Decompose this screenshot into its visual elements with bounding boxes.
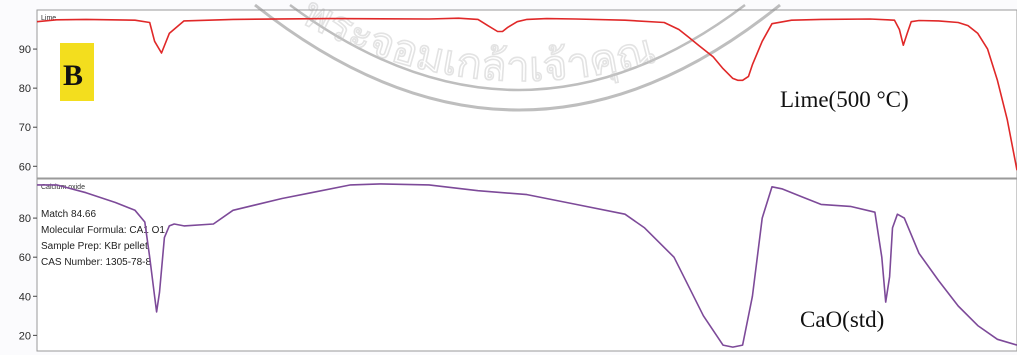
top-panel-title: Lime bbox=[41, 15, 56, 22]
cao-tick-label-60: 60 bbox=[19, 252, 31, 264]
lime-tick-label-90: 90 bbox=[19, 44, 31, 56]
info-cas-number: CAS Number: 1305-78-8 bbox=[41, 257, 151, 268]
panel-letter-highlight bbox=[60, 43, 94, 101]
bottom-y-axis: 20 40 60 80 bbox=[19, 213, 37, 342]
watermark-arc-inner bbox=[289, 3, 746, 92]
info-sample-prep: Sample Prep: KBr pellet bbox=[41, 241, 148, 252]
bottom-panel-title: Calcium oxide bbox=[41, 184, 85, 191]
lime-tick-label-60: 60 bbox=[19, 161, 31, 173]
top-panel-frame bbox=[36, 9, 1017, 179]
lime-series-label: Lime(500 °C) bbox=[780, 87, 909, 112]
top-y-axis: 60 70 80 90 bbox=[19, 44, 37, 173]
lime-tick-label-70: 70 bbox=[19, 122, 31, 134]
panel-letter: B bbox=[63, 59, 83, 92]
cao-tick-label-40: 40 bbox=[19, 291, 31, 303]
info-molecular-formula: Molecular Formula: CA1 O1 bbox=[41, 225, 165, 236]
cao-tick-label-20: 20 bbox=[19, 330, 31, 342]
spectra-lines bbox=[36, 17, 1017, 348]
lime-tick-label-80: 80 bbox=[19, 83, 31, 95]
cao-spectrum-line bbox=[37, 183, 1017, 348]
cao-series-label: CaO(std) bbox=[800, 307, 884, 332]
lime-spectrum-line bbox=[36, 17, 1017, 171]
info-match: Match 84.66 bbox=[41, 209, 96, 220]
cao-tick-label-80: 80 bbox=[19, 213, 31, 225]
watermark-arc-outer bbox=[254, 3, 781, 112]
